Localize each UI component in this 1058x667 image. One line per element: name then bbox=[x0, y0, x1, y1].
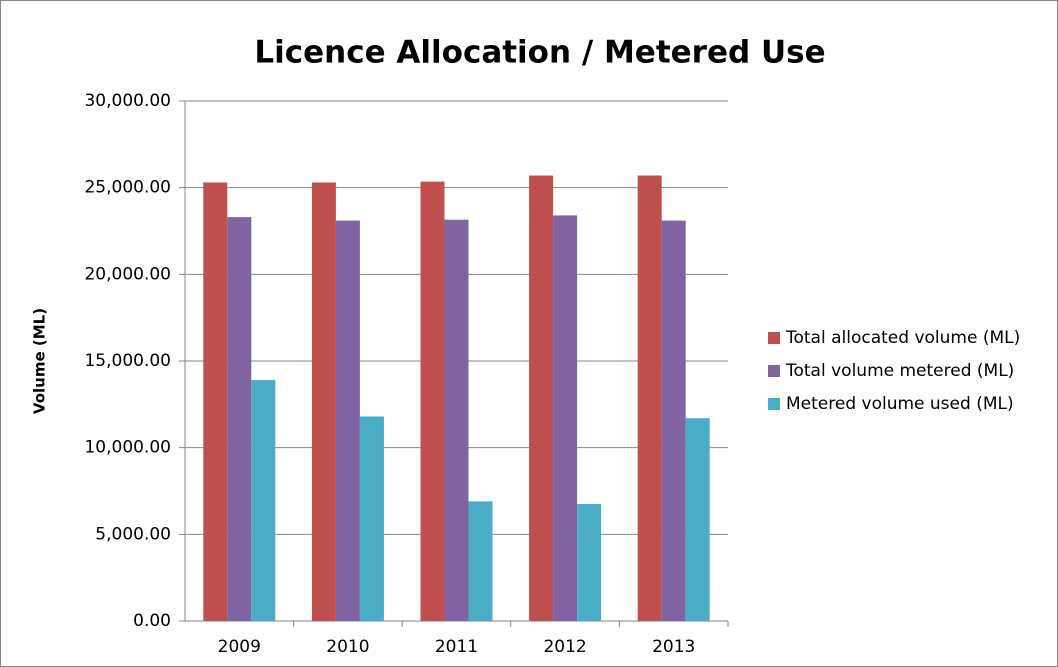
bar bbox=[227, 217, 252, 621]
bar bbox=[661, 220, 686, 621]
x-tick-label: 2012 bbox=[543, 637, 586, 657]
bar bbox=[335, 220, 360, 621]
x-tick-label: 2013 bbox=[652, 637, 695, 657]
y-tick-label: 0.00 bbox=[133, 611, 171, 631]
x-tick-label: 2009 bbox=[218, 637, 261, 657]
bar bbox=[468, 501, 493, 621]
bar bbox=[529, 175, 554, 622]
bar bbox=[311, 182, 336, 621]
y-tick-label: 20,000.00 bbox=[84, 264, 171, 284]
y-tick-label: 10,000.00 bbox=[84, 438, 171, 458]
y-tick-label: 30,000.00 bbox=[84, 91, 171, 111]
legend-label: Total volume metered (ML) bbox=[785, 361, 1014, 381]
legend-swatch bbox=[768, 332, 780, 344]
y-axis-label: Volume (ML) bbox=[31, 308, 49, 414]
chart-title: Licence Allocation / Metered Use bbox=[254, 35, 825, 71]
bar bbox=[444, 219, 469, 621]
y-tick-label: 15,000.00 bbox=[84, 351, 171, 371]
bar bbox=[203, 182, 228, 621]
legend-swatch bbox=[768, 398, 780, 410]
x-tick-label: 2010 bbox=[326, 637, 369, 657]
bar bbox=[577, 504, 602, 621]
bar bbox=[637, 175, 662, 622]
legend-label: Total allocated volume (ML) bbox=[785, 328, 1020, 348]
legend-label: Metered volume used (ML) bbox=[786, 394, 1014, 414]
bar bbox=[553, 215, 578, 621]
bar bbox=[251, 380, 276, 621]
y-tick-label: 5,000.00 bbox=[95, 524, 171, 544]
y-tick-label: 25,000.00 bbox=[84, 178, 171, 198]
bar bbox=[685, 418, 710, 621]
legend-swatch bbox=[768, 365, 780, 377]
x-tick-label: 2011 bbox=[435, 637, 478, 657]
bar bbox=[420, 181, 445, 621]
bar bbox=[359, 416, 384, 621]
